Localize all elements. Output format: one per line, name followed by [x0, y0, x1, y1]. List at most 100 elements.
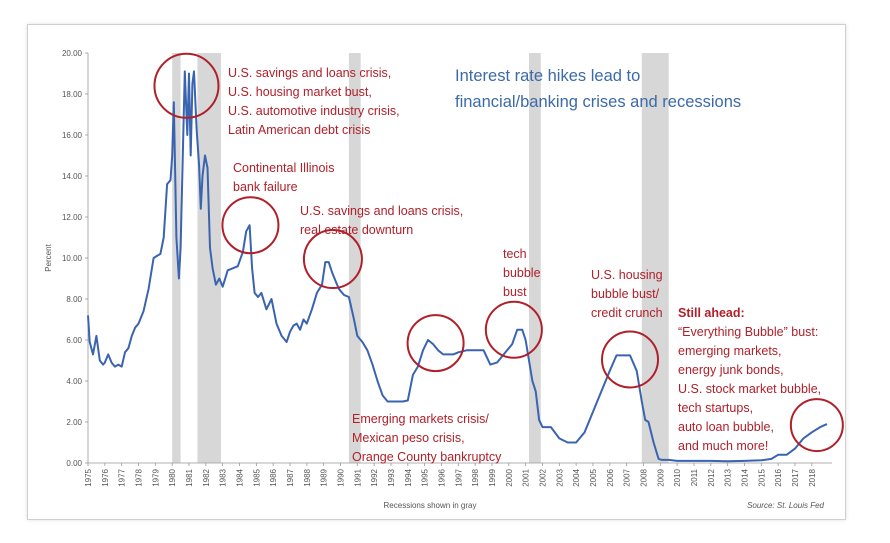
annotation-line: bank failure [233, 180, 298, 194]
y-tick-label: 0.00 [66, 459, 82, 468]
y-tick-label: 12.00 [62, 213, 83, 222]
annotation-line: “Everything Bubble” bust: [678, 325, 818, 339]
annotation-still-ahead: Still ahead: “Everything Bubble” bust: e… [678, 306, 821, 453]
annotation-line: U.S. housing market bust, [228, 85, 372, 99]
y-tick-label: 14.00 [62, 172, 83, 181]
x-tick-label: 2006 [606, 468, 615, 486]
y-axis-ticks: 0.00 2.00 4.00 6.00 8.00 10.00 12.00 14.00 16.00… [62, 49, 88, 468]
chart-title-line-2: financial/banking crises and recessions [455, 93, 741, 111]
x-tick-label: 2013 [724, 468, 733, 486]
annotation-line: U.S. automotive industry crisis, [228, 104, 400, 118]
x-tick-label: 1989 [320, 468, 329, 486]
x-tick-label: 2005 [589, 468, 598, 486]
annotation-line: Emerging markets crisis/ [352, 412, 489, 426]
source-note: Source: St. Louis Fed [747, 501, 824, 510]
annotation-line: tech startups, [678, 401, 753, 415]
x-tick-label: 1982 [202, 468, 211, 486]
x-tick-label: 1992 [370, 468, 379, 486]
annotation-line: auto loan bubble, [678, 420, 774, 434]
annotation-line: energy junk bonds, [678, 363, 784, 377]
annotation-tech-bubble: tech bubble bust [503, 247, 541, 299]
y-tick-label: 18.00 [62, 90, 83, 99]
x-tick-label: 1975 [84, 468, 93, 486]
annotation-line: U.S. housing [591, 268, 663, 282]
x-tick-label: 1976 [101, 468, 110, 486]
recession-band [348, 53, 361, 463]
y-tick-label: 6.00 [66, 336, 82, 345]
y-tick-label: 8.00 [66, 295, 82, 304]
y-axis-label: Percent [44, 243, 53, 271]
highlight-circles [153, 52, 844, 453]
x-tick-label: 1993 [387, 468, 396, 486]
annotation-savings-loans-1989: U.S. savings and loans crisis, real esta… [300, 204, 463, 237]
annotation-emerging-markets: Emerging markets crisis/ Mexican peso cr… [352, 412, 502, 464]
annotation-line: credit crunch [591, 306, 663, 320]
x-tick-label: 1994 [404, 468, 413, 486]
y-tick-label: 20.00 [62, 49, 83, 58]
x-tick-label: 1981 [185, 468, 194, 486]
annotation-line: U.S. stock market bubble, [678, 382, 821, 396]
y-tick-label: 10.00 [62, 254, 83, 263]
y-tick-label: 4.00 [66, 377, 82, 386]
recession-band [641, 53, 669, 463]
recession-band [197, 53, 221, 463]
annotation-line: Mexican peso crisis, [352, 431, 465, 445]
annotation-line: and much more! [678, 439, 768, 453]
x-tick-label: 1983 [219, 468, 228, 486]
x-tick-label: 1990 [336, 468, 345, 486]
annotation-line: Continental Illinois [233, 161, 334, 175]
annotation-line: emerging markets, [678, 344, 782, 358]
annotation-1980s-crises: U.S. savings and loans crisis, U.S. hous… [228, 66, 400, 137]
y-tick-label: 2.00 [66, 418, 82, 427]
x-tick-label: 1999 [488, 468, 497, 486]
x-tick-label: 2003 [555, 468, 564, 486]
x-tick-label: 1995 [421, 468, 430, 486]
x-tick-label: 2002 [538, 468, 547, 486]
annotation-line: real estate downturn [300, 223, 413, 237]
annotation-heading: Still ahead: [678, 306, 745, 320]
x-tick-label: 2008 [639, 468, 648, 486]
annotation-housing-bubble: U.S. housing bubble bust/ credit crunch [591, 268, 663, 320]
x-tick-label: 1979 [151, 468, 160, 486]
x-tick-label: 2010 [673, 468, 682, 486]
annotation-line: bust [503, 285, 527, 299]
recession-band [172, 53, 181, 463]
highlight-circle [484, 300, 543, 359]
series-line [87, 70, 828, 463]
x-tick-label: 1985 [252, 468, 261, 486]
annotation-line: Latin American debt crisis [228, 123, 370, 137]
x-tick-label: 2009 [656, 468, 665, 486]
annotation-line: Orange County bankruptcy [352, 450, 502, 464]
x-tick-label: 2012 [707, 468, 716, 486]
annotation-line: U.S. savings and loans crisis, [228, 66, 391, 80]
x-tick-label: 2000 [505, 468, 514, 486]
x-tick-label: 2001 [522, 468, 531, 486]
annotation-line: U.S. savings and loans crisis, [300, 204, 463, 218]
recession-band [529, 53, 541, 463]
x-tick-label: 2016 [774, 468, 783, 486]
highlight-circle [789, 398, 844, 453]
annotation-line: bubble [503, 266, 541, 280]
x-tick-label: 1984 [235, 468, 244, 486]
x-tick-label: 1986 [269, 468, 278, 486]
x-tick-label: 1980 [168, 468, 177, 486]
x-tick-label: 1997 [454, 468, 463, 486]
x-tick-label: 1996 [437, 468, 446, 486]
x-tick-label: 1988 [303, 468, 312, 486]
x-tick-label: 2007 [623, 468, 632, 486]
x-tick-label: 2014 [740, 468, 749, 486]
x-tick-label: 2017 [791, 468, 800, 486]
x-tick-label: 1998 [471, 468, 480, 486]
x-tick-label: 1987 [286, 468, 295, 486]
x-tick-label: 2015 [757, 468, 766, 486]
x-tick-label: 2018 [808, 468, 817, 486]
x-tick-label: 1977 [118, 468, 127, 486]
x-axis-ticks: 1975 1976 1977 1978 1979 1980 1981 1982 1983 1984… [84, 463, 817, 487]
x-axis-label: Recessions shown in gray [384, 501, 477, 510]
annotation-line: tech [503, 247, 527, 261]
x-tick-label: 2004 [572, 468, 581, 486]
chart-title-line-1: Interest rate hikes lead to [455, 67, 640, 85]
y-tick-label: 16.00 [62, 131, 83, 140]
recession-bands [172, 53, 669, 463]
